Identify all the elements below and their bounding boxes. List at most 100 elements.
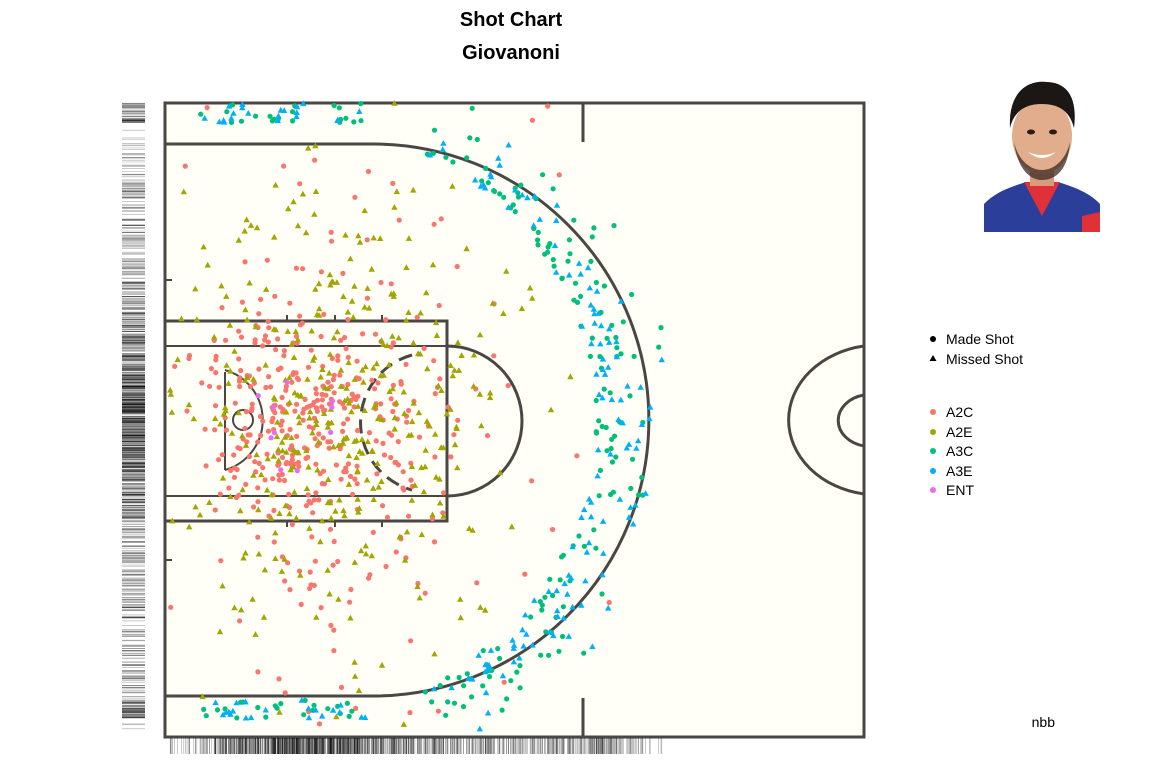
shot-missed-a3e-136 <box>591 320 598 326</box>
face-shape <box>1012 98 1072 174</box>
shot-made-a2c-268 <box>293 265 299 271</box>
shot-missed-a3e-17 <box>242 714 250 721</box>
shot-missed-a3e-116 <box>623 444 630 451</box>
shot-made-a2c-335 <box>395 462 401 468</box>
shot-made-a2c-361 <box>347 473 354 479</box>
shot-made-a3c-63 <box>613 334 619 341</box>
shot-missed-a2e-296 <box>363 476 371 483</box>
shot-missed-a2e-95 <box>373 360 380 367</box>
shot-made-a3c-47 <box>234 715 240 721</box>
shot-missed-a2e-6 <box>326 590 333 597</box>
shot-made-a2c-131 <box>303 455 309 461</box>
shot-missed-a2e-283 <box>350 314 357 320</box>
shot-made-a2c-30 <box>380 503 386 509</box>
shot-missed-a2e-181 <box>433 332 441 338</box>
shot-missed-a3e-117 <box>229 707 237 714</box>
shot-made-a2c-294 <box>388 454 394 461</box>
shot-missed-a2e-288 <box>458 352 465 358</box>
shot-made-a3c-66 <box>656 344 662 350</box>
shot-made-a2c-151 <box>255 485 261 491</box>
shot-missed-a3e-49 <box>245 110 252 116</box>
shot-missed-a2e-233 <box>178 315 185 322</box>
shot-made-a2c-366 <box>272 293 278 299</box>
shot-missed-a2e-29 <box>336 496 343 503</box>
shot-made-a2c-167 <box>318 269 324 275</box>
shot-made-a3c-57 <box>485 180 491 186</box>
shot-made-a3c-170 <box>467 135 473 141</box>
shot-made-a3c-56 <box>437 683 443 689</box>
shot-missed-a3e-160 <box>201 115 208 121</box>
shot-missed-a3e-151 <box>536 216 543 222</box>
shot-made-a2c-338 <box>300 266 306 272</box>
shot-made-a2c-68 <box>273 347 279 353</box>
shot-made-a3c-137 <box>272 703 278 709</box>
shot-made-a3c-96 <box>587 353 594 359</box>
shot-made-a2c-299 <box>301 406 307 412</box>
shot-made-a2c-391 <box>369 377 375 383</box>
shot-made-a2c-114 <box>438 216 444 222</box>
shot-missed-a2e-66 <box>192 503 199 510</box>
shot-missed-a2e-299 <box>436 499 444 506</box>
shot-made-a3c-10 <box>535 237 541 243</box>
shot-missed-a2e-214 <box>351 673 359 679</box>
shot-missed-a2e-50 <box>391 100 398 106</box>
shot-made-a2c-215 <box>272 410 278 416</box>
shot-made-a2c-250 <box>202 426 208 432</box>
shot-missed-a2e-7 <box>449 183 456 189</box>
shot-made-a2c-269 <box>295 377 302 383</box>
shot-missed-a3e-39 <box>356 108 363 114</box>
shot-missed-a2e-317 <box>253 224 261 231</box>
shot-missed-a2e-234 <box>250 376 257 382</box>
shot-made-a2c-352 <box>343 469 349 475</box>
shot-missed-a3e-97 <box>605 604 612 611</box>
shot-made-a3c-59 <box>543 629 549 635</box>
shot-made-a2c-19 <box>378 401 384 407</box>
shot-missed-a3e-87 <box>615 416 622 423</box>
shot-missed-a2e-11 <box>436 475 443 482</box>
shot-made-a2c-399 <box>265 339 271 345</box>
shot-missed-a2e-140 <box>190 415 197 422</box>
shot-made-a3c-79 <box>596 493 602 499</box>
shot-made-a3c-25 <box>456 674 462 681</box>
shot-made-a2c-174 <box>356 376 362 382</box>
shot-missed-a2e-5 <box>443 410 451 417</box>
shot-made-a2c-301 <box>242 425 248 432</box>
shot-made-a2c-314 <box>283 461 289 467</box>
shot-made-a3c-188 <box>599 423 605 430</box>
shot-made-a3c-183 <box>228 119 235 125</box>
shot-made-a2c-227 <box>297 322 304 328</box>
shot-made-a2c-58 <box>306 424 312 430</box>
shot-missed-a2e-345 <box>237 507 244 514</box>
shot-made-a3c-107 <box>574 299 581 305</box>
shot-missed-a2e-253 <box>243 216 250 223</box>
shot-missed-a2e-19 <box>496 469 504 476</box>
shot-missed-a2e-72 <box>391 414 398 421</box>
shot-missed-a2e-133 <box>227 367 234 374</box>
shot-made-a2c-178 <box>296 463 302 469</box>
shot-missed-a2e-212 <box>431 650 438 657</box>
shot-missed-a2e-264 <box>486 394 494 401</box>
shot-missed-a2e-194 <box>477 604 484 610</box>
shot-made-a2c-413 <box>262 333 269 339</box>
shot-missed-a3e-71 <box>583 549 591 555</box>
shot-missed-a3e-80 <box>566 271 573 278</box>
shot-missed-a2e-174 <box>354 467 361 474</box>
shot-made-a2c-392 <box>255 534 261 540</box>
shot-missed-a2e-167 <box>400 721 407 727</box>
shot-made-a3c-132 <box>542 251 548 257</box>
shot-made-a3c-135 <box>556 648 562 654</box>
shot-made-a3c-179 <box>358 118 364 124</box>
shot-made-a3c-158 <box>499 707 505 713</box>
shot-missed-a2e-331 <box>167 391 175 397</box>
shot-missed-a2e-116 <box>303 485 311 491</box>
shot-made-a2c-133 <box>305 364 312 370</box>
shot-made-a3c-38 <box>469 105 475 111</box>
shot-missed-a2e-12 <box>355 508 362 515</box>
shot-made-a3c-123 <box>581 650 587 656</box>
shot-made-a2c-331 <box>283 387 289 393</box>
shot-made-a2c-395 <box>390 340 396 346</box>
shot-made-a2c-77 <box>307 569 313 575</box>
shot-missed-a2e-342 <box>228 430 236 436</box>
shot-made-a3c-172 <box>311 702 317 708</box>
